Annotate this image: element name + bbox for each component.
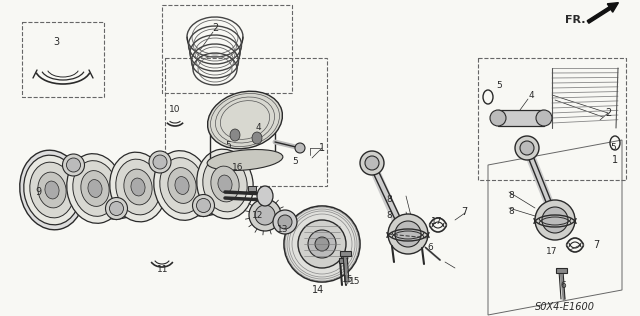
Ellipse shape: [20, 150, 84, 230]
Ellipse shape: [365, 156, 379, 170]
Text: 17: 17: [431, 217, 443, 227]
Ellipse shape: [207, 91, 282, 149]
Bar: [340, 251, 351, 256]
Ellipse shape: [207, 149, 283, 171]
Text: 10: 10: [169, 106, 180, 114]
Ellipse shape: [196, 198, 211, 212]
Text: 15: 15: [342, 276, 354, 284]
Ellipse shape: [535, 200, 575, 240]
Ellipse shape: [26, 157, 78, 223]
Text: 5: 5: [225, 141, 231, 149]
Bar: [22, 22, 104, 97]
Text: 17: 17: [547, 247, 557, 257]
Bar: [498, 110, 544, 126]
Text: 14: 14: [312, 285, 324, 295]
Ellipse shape: [110, 152, 166, 222]
Ellipse shape: [230, 129, 240, 141]
Bar: [248, 186, 256, 191]
Ellipse shape: [109, 202, 124, 216]
Text: 4: 4: [528, 90, 534, 100]
Ellipse shape: [30, 162, 74, 218]
Text: 3: 3: [53, 37, 59, 47]
Ellipse shape: [81, 171, 109, 206]
Bar: [478, 58, 626, 180]
Text: 9: 9: [35, 187, 41, 197]
Ellipse shape: [124, 169, 152, 205]
Ellipse shape: [308, 230, 336, 258]
Text: 5: 5: [292, 157, 298, 167]
Ellipse shape: [67, 158, 81, 172]
Ellipse shape: [196, 149, 253, 219]
Text: 7: 7: [461, 207, 467, 217]
Ellipse shape: [175, 177, 189, 194]
Ellipse shape: [88, 179, 102, 198]
Bar: [556, 268, 567, 273]
Ellipse shape: [295, 143, 305, 153]
Ellipse shape: [149, 151, 171, 173]
Text: FR.: FR.: [564, 15, 585, 25]
Ellipse shape: [284, 206, 360, 282]
Text: 11: 11: [157, 265, 169, 275]
Ellipse shape: [249, 199, 281, 231]
Ellipse shape: [520, 141, 534, 155]
Text: 5: 5: [610, 143, 616, 153]
Ellipse shape: [116, 159, 160, 215]
Ellipse shape: [257, 186, 273, 206]
Text: 6: 6: [427, 244, 433, 252]
Ellipse shape: [153, 155, 167, 169]
Ellipse shape: [278, 215, 292, 229]
Text: 1: 1: [319, 143, 325, 153]
Ellipse shape: [211, 166, 239, 202]
Ellipse shape: [298, 220, 346, 268]
Text: 6: 6: [560, 282, 566, 290]
Ellipse shape: [73, 161, 117, 216]
Ellipse shape: [536, 110, 552, 126]
Text: S0X4-E1600: S0X4-E1600: [535, 302, 595, 312]
Ellipse shape: [252, 132, 262, 144]
Text: 2: 2: [212, 23, 218, 33]
Ellipse shape: [542, 207, 568, 233]
Ellipse shape: [218, 175, 232, 193]
Ellipse shape: [131, 178, 145, 196]
Text: 5: 5: [496, 82, 502, 90]
Bar: [162, 5, 292, 93]
Ellipse shape: [360, 151, 384, 175]
Ellipse shape: [45, 181, 59, 199]
Ellipse shape: [67, 154, 124, 223]
Text: 8: 8: [386, 211, 392, 221]
Text: 8: 8: [508, 208, 514, 216]
Ellipse shape: [24, 155, 80, 225]
Ellipse shape: [490, 110, 506, 126]
Ellipse shape: [273, 210, 297, 234]
Ellipse shape: [193, 195, 214, 216]
Ellipse shape: [154, 151, 210, 220]
Text: 13: 13: [277, 226, 289, 234]
Ellipse shape: [388, 214, 428, 254]
Text: 1: 1: [612, 155, 618, 165]
FancyArrow shape: [587, 3, 618, 23]
Text: 8: 8: [508, 191, 514, 200]
Ellipse shape: [255, 205, 275, 225]
Text: 7: 7: [593, 240, 599, 250]
Ellipse shape: [38, 172, 66, 208]
Ellipse shape: [168, 167, 196, 204]
Ellipse shape: [515, 136, 539, 160]
Bar: [339, 258, 347, 263]
Text: 2: 2: [605, 108, 611, 118]
Ellipse shape: [160, 158, 204, 213]
Text: 15: 15: [349, 277, 361, 287]
Bar: [165, 58, 327, 186]
Text: 16: 16: [232, 163, 244, 173]
Text: 4: 4: [255, 123, 261, 131]
Text: 12: 12: [252, 211, 264, 221]
Ellipse shape: [63, 154, 84, 176]
Ellipse shape: [395, 221, 421, 247]
Ellipse shape: [315, 237, 329, 251]
Ellipse shape: [106, 198, 127, 220]
Ellipse shape: [203, 156, 247, 212]
Text: 8: 8: [386, 196, 392, 204]
